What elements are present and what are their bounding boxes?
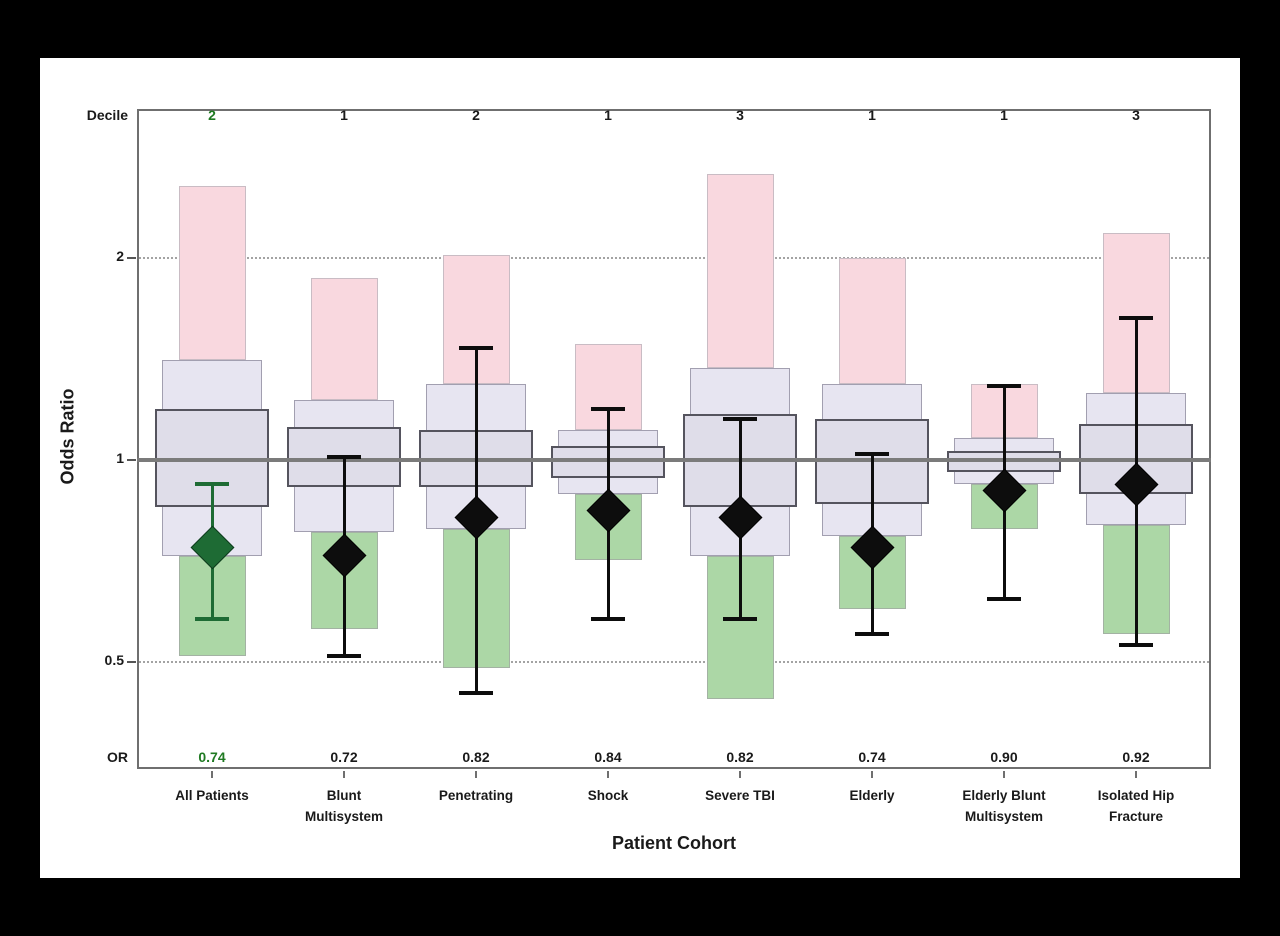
decile-value: 1: [1000, 107, 1008, 123]
cohort-label: Penetrating: [411, 785, 541, 806]
cohort-label: Elderly Blunt Multisystem: [939, 785, 1069, 827]
ci-whisker-cap-bottom: [195, 616, 229, 621]
ci-whisker-cap-bottom: [459, 690, 493, 695]
y-tick-label: 1: [116, 450, 124, 466]
or-value: 0.82: [462, 749, 490, 765]
decile-band-worst: [838, 258, 906, 384]
or-value: 0.82: [726, 749, 754, 765]
ci-whisker-cap-top: [723, 417, 757, 422]
figure-canvas: Odds Ratio Decile OR 2 1 0.5 2 0.74 All Patie…: [40, 58, 1240, 878]
ci-whisker-cap-bottom: [723, 616, 757, 621]
or-value: 0.90: [990, 749, 1018, 765]
cohort-label-line: Isolated Hip: [1097, 788, 1175, 803]
cohort-label-line: Multisystem: [304, 809, 384, 824]
decile-value: 2: [208, 107, 216, 123]
cohort-label-line: Shock: [587, 788, 629, 803]
cohort-label-line: Blunt: [326, 788, 362, 803]
x-tick-mark: [343, 771, 345, 778]
decile-value: 3: [1132, 107, 1140, 123]
or-value: 0.92: [1122, 749, 1150, 765]
cohort-label: Shock: [543, 785, 673, 806]
x-tick-mark: [211, 771, 213, 778]
decile-band-worst: [706, 173, 774, 369]
chart-layer: 2 1 0.5 2 0.74 All Patients 1 0.72 Blunt Multisys…: [40, 58, 1240, 878]
or-value: 0.74: [198, 749, 226, 765]
decile-value: 2: [472, 107, 480, 123]
y-tick-mark: [127, 459, 136, 461]
y-tick-mark: [127, 661, 136, 663]
x-tick-mark: [475, 771, 477, 778]
decile-value: 1: [340, 107, 348, 123]
cohort-label: Blunt Multisystem: [279, 785, 409, 827]
ci-whisker-cap-top: [327, 455, 361, 460]
decile-row-header: Decile: [86, 107, 128, 123]
ci-whisker-cap-bottom: [591, 616, 625, 621]
y-tick-label: 0.5: [104, 652, 124, 668]
decile-value: 3: [736, 107, 744, 123]
plot-frame: [137, 109, 1211, 769]
or-value: 0.74: [858, 749, 886, 765]
decile-value: 1: [868, 107, 876, 123]
decile-band-worst: [310, 277, 378, 400]
x-tick-mark: [1135, 771, 1137, 778]
gridline-or-2: [139, 257, 1209, 259]
decile-value: 1: [604, 107, 612, 123]
ci-whisker-cap-top: [195, 482, 229, 487]
ci-whisker-cap-bottom: [1119, 643, 1153, 648]
cohort-label: Isolated Hip Fracture: [1071, 785, 1201, 827]
x-tick-mark: [1003, 771, 1005, 778]
cohort-label-line: Severe TBI: [705, 788, 775, 803]
ci-whisker-cap-bottom: [855, 632, 889, 637]
or-value: 0.84: [594, 749, 622, 765]
or-value: 0.72: [330, 749, 358, 765]
cohort-label: Elderly: [807, 785, 937, 806]
x-tick-mark: [607, 771, 609, 778]
ci-whisker-cap-top: [987, 383, 1021, 388]
cohort-label-line: Elderly Blunt: [962, 788, 1046, 803]
gridline-or-0.5: [139, 661, 1209, 663]
ci-whisker-cap-bottom: [327, 654, 361, 659]
x-tick-mark: [871, 771, 873, 778]
cohort-label: Severe TBI: [675, 785, 805, 806]
reference-line-or-1: [137, 458, 1211, 462]
cohort-label-line: Elderly: [849, 788, 895, 803]
y-tick-mark: [127, 257, 136, 259]
ci-whisker-cap-top: [459, 345, 493, 350]
y-tick-label: 2: [116, 248, 124, 264]
cohort-label-line: All Patients: [175, 788, 249, 803]
ci-whisker-cap-top: [591, 407, 625, 412]
cohort-label-line: Penetrating: [438, 788, 514, 803]
x-tick-mark: [739, 771, 741, 778]
or-row-header: OR: [107, 749, 128, 765]
ci-whisker-cap-top: [855, 452, 889, 457]
cohort-label-line: Multisystem: [964, 809, 1044, 824]
x-axis-title: Patient Cohort: [612, 833, 736, 853]
cohort-label: All Patients: [147, 785, 277, 806]
decile-band-worst: [178, 186, 246, 360]
cohort-label-line: Fracture: [1108, 809, 1164, 824]
ci-whisker-cap-top: [1119, 315, 1153, 320]
ci-whisker-cap-bottom: [987, 597, 1021, 602]
